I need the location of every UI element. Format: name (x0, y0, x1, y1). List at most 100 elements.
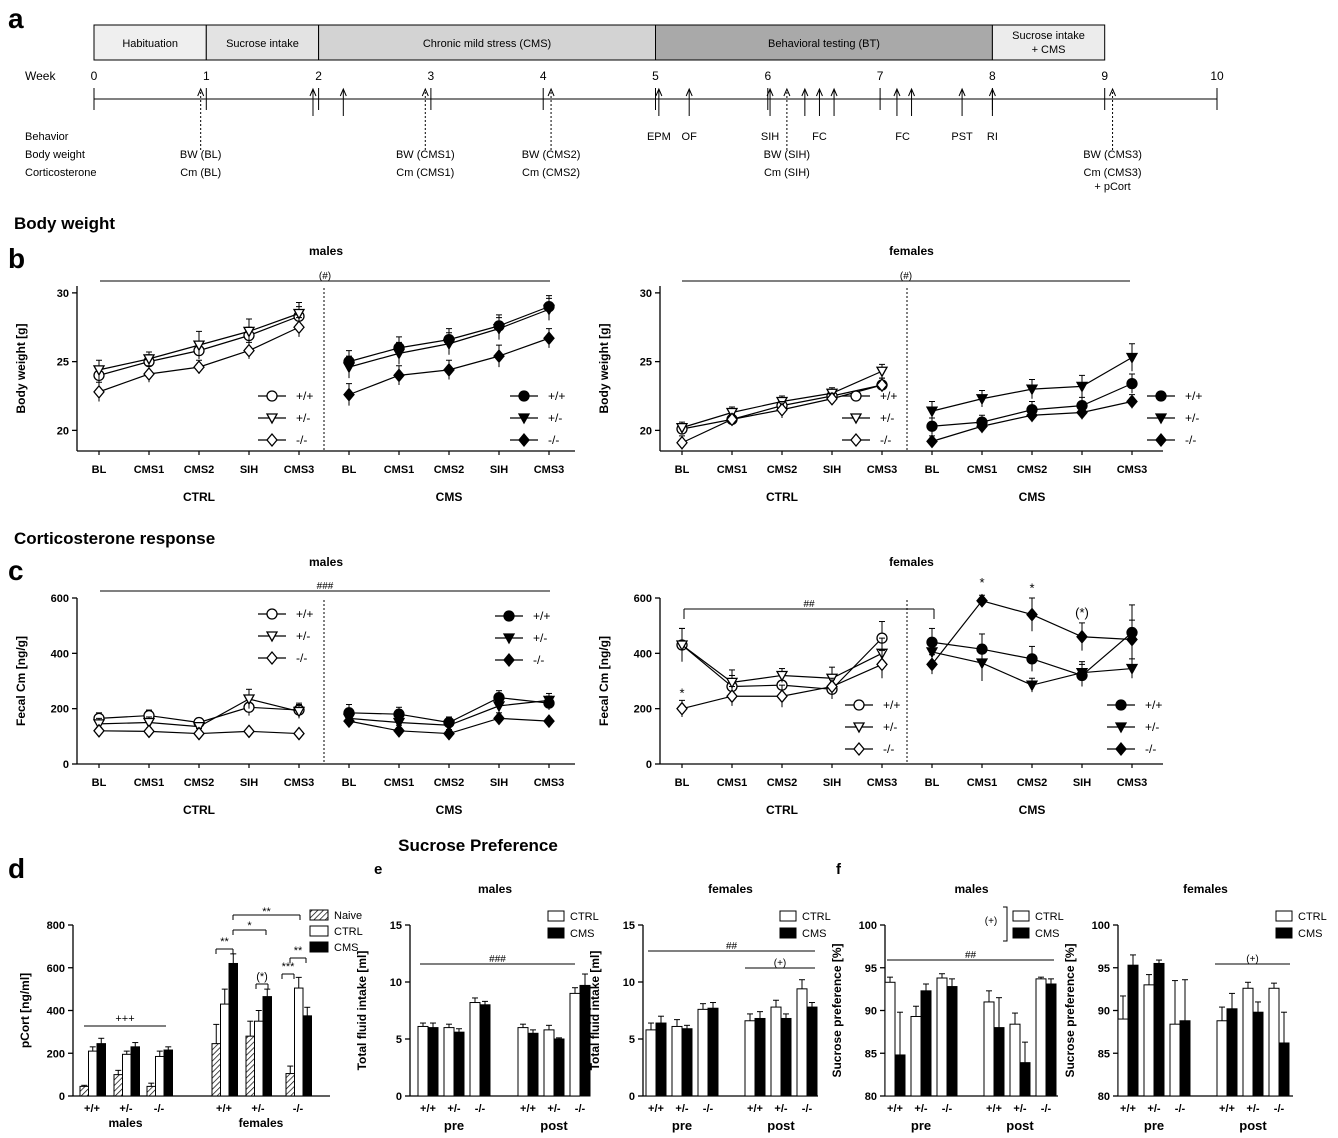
x-tick-label: CMS2 (184, 777, 215, 789)
chart-c-males: 0 200 400 600 BL CMS1 CMS2 SIH CMS3 BL CMS1 CMS2 SIH… (14, 555, 575, 817)
significance-star: (*) (1075, 605, 1089, 620)
legend-label: -/- (883, 742, 894, 756)
bar (770, 1006, 782, 1097)
legend-label: CMS (802, 928, 826, 940)
y-tick-label: 15 (623, 920, 635, 932)
data-point (1125, 663, 1139, 675)
bar (1268, 987, 1280, 1097)
x-tick-label: CMS2 (434, 777, 465, 789)
arrow-head (547, 87, 555, 97)
x-tick-label: CMS2 (1017, 464, 1048, 476)
timeline-week-number: 1 (203, 69, 210, 83)
chart-title: females (708, 882, 753, 896)
bar (1179, 1020, 1191, 1097)
bw-label: BW (CMS2) (522, 149, 581, 161)
panel-letter-a: a (8, 3, 24, 34)
timeline-phase-box (318, 24, 656, 61)
legend-swatch (309, 941, 329, 953)
legend-label: +/- (296, 629, 310, 643)
bar (884, 981, 896, 1097)
legend-label: -/- (548, 433, 559, 447)
bar (1242, 987, 1254, 1097)
data-point (1126, 632, 1138, 647)
x-tick-label: -/- (1175, 1103, 1186, 1115)
x-tick-label: +/- (1246, 1103, 1259, 1115)
group-label: females (239, 1116, 284, 1130)
behavior-label: PST (951, 131, 973, 143)
legend-label: +/+ (296, 389, 313, 403)
bar (645, 1029, 657, 1097)
y-axis-label: Total fluid intake [ml] (355, 951, 369, 1071)
x-tick-label: +/+ (520, 1103, 536, 1115)
significance-annotation: (+) (1246, 954, 1259, 965)
legend-swatch (1012, 910, 1030, 922)
bar (285, 1073, 295, 1097)
x-tick-label: CMS1 (717, 777, 748, 789)
legend-label: +/- (880, 411, 894, 425)
legend-marker (518, 390, 530, 402)
group-label: post (1239, 1118, 1267, 1133)
significance-annotation: +++ (115, 1013, 134, 1025)
timeline-phase-label: Habituation (122, 38, 178, 50)
data-point (1076, 405, 1088, 420)
legend-swatch (779, 927, 797, 939)
behavior-label: FC (812, 131, 827, 143)
y-axis-label: Total fluid intake [ml] (588, 951, 602, 1071)
data-point (293, 320, 305, 335)
x-tick-label: SIH (490, 464, 508, 476)
data-point (543, 714, 555, 729)
x-tick-label: CMS3 (867, 464, 898, 476)
timeline-phase-box (655, 24, 993, 61)
data-point (826, 679, 838, 694)
y-tick-label: 400 (634, 648, 652, 660)
x-tick-label: -/- (1274, 1103, 1285, 1115)
group-label: pre (911, 1118, 931, 1133)
x-tick-label: SIH (823, 777, 841, 789)
x-tick-label: +/- (119, 1103, 132, 1115)
pcort-label: + pCort (1094, 181, 1130, 193)
legend-marker (266, 650, 278, 666)
x-tick-label: SIH (1073, 464, 1091, 476)
x-tick-label: -/- (1041, 1103, 1052, 1115)
data-point (493, 711, 505, 726)
data-point (393, 723, 405, 738)
x-tick-label: -/- (293, 1103, 304, 1115)
legend-label: CMS (1035, 928, 1059, 940)
timeline-phase-box (205, 24, 320, 61)
y-tick-label: 100 (859, 920, 877, 932)
legend-label: -/- (1145, 742, 1156, 756)
x-tick-label: CMS1 (967, 464, 998, 476)
y-tick-label: 800 (47, 920, 65, 932)
x-tick-label: CMS3 (1117, 464, 1148, 476)
group-label: post (540, 1118, 568, 1133)
y-tick-label: 90 (1098, 1006, 1110, 1018)
data-point (1026, 408, 1038, 423)
cm-label: Cm (BL) (180, 167, 221, 179)
data-point (392, 717, 406, 729)
bar (1019, 1062, 1031, 1097)
data-point (93, 384, 105, 399)
data-point (92, 365, 106, 377)
x-tick-label: CMS1 (384, 777, 415, 789)
legend-label: +/+ (296, 607, 313, 621)
behavior-label: FC (895, 131, 910, 143)
timeline-phase-label: Sucrose intake (226, 38, 299, 50)
section-title-corticosterone: Corticosterone response (14, 529, 215, 548)
y-tick-label: 200 (51, 704, 69, 716)
timeline-week-number: 4 (540, 69, 547, 83)
significance-annotation: ### (489, 954, 506, 965)
legend-marker (853, 741, 865, 757)
bar (894, 1054, 906, 1097)
y-tick-label: 600 (47, 963, 65, 975)
group-label: males (108, 1116, 142, 1130)
x-tick-label: +/- (251, 1103, 264, 1115)
x-tick-label: -/- (703, 1103, 714, 1115)
group-label-ctrl: CTRL (766, 490, 798, 504)
bar (993, 1027, 1005, 1097)
x-tick-label: +/- (547, 1103, 560, 1115)
y-tick-label: 90 (865, 1006, 877, 1018)
group-label-cms: CMS (436, 490, 463, 504)
legend-marker (517, 413, 531, 425)
bw-label: BW (BL) (180, 149, 222, 161)
section-title-sucrose-preference: Sucrose Preference (398, 836, 558, 855)
